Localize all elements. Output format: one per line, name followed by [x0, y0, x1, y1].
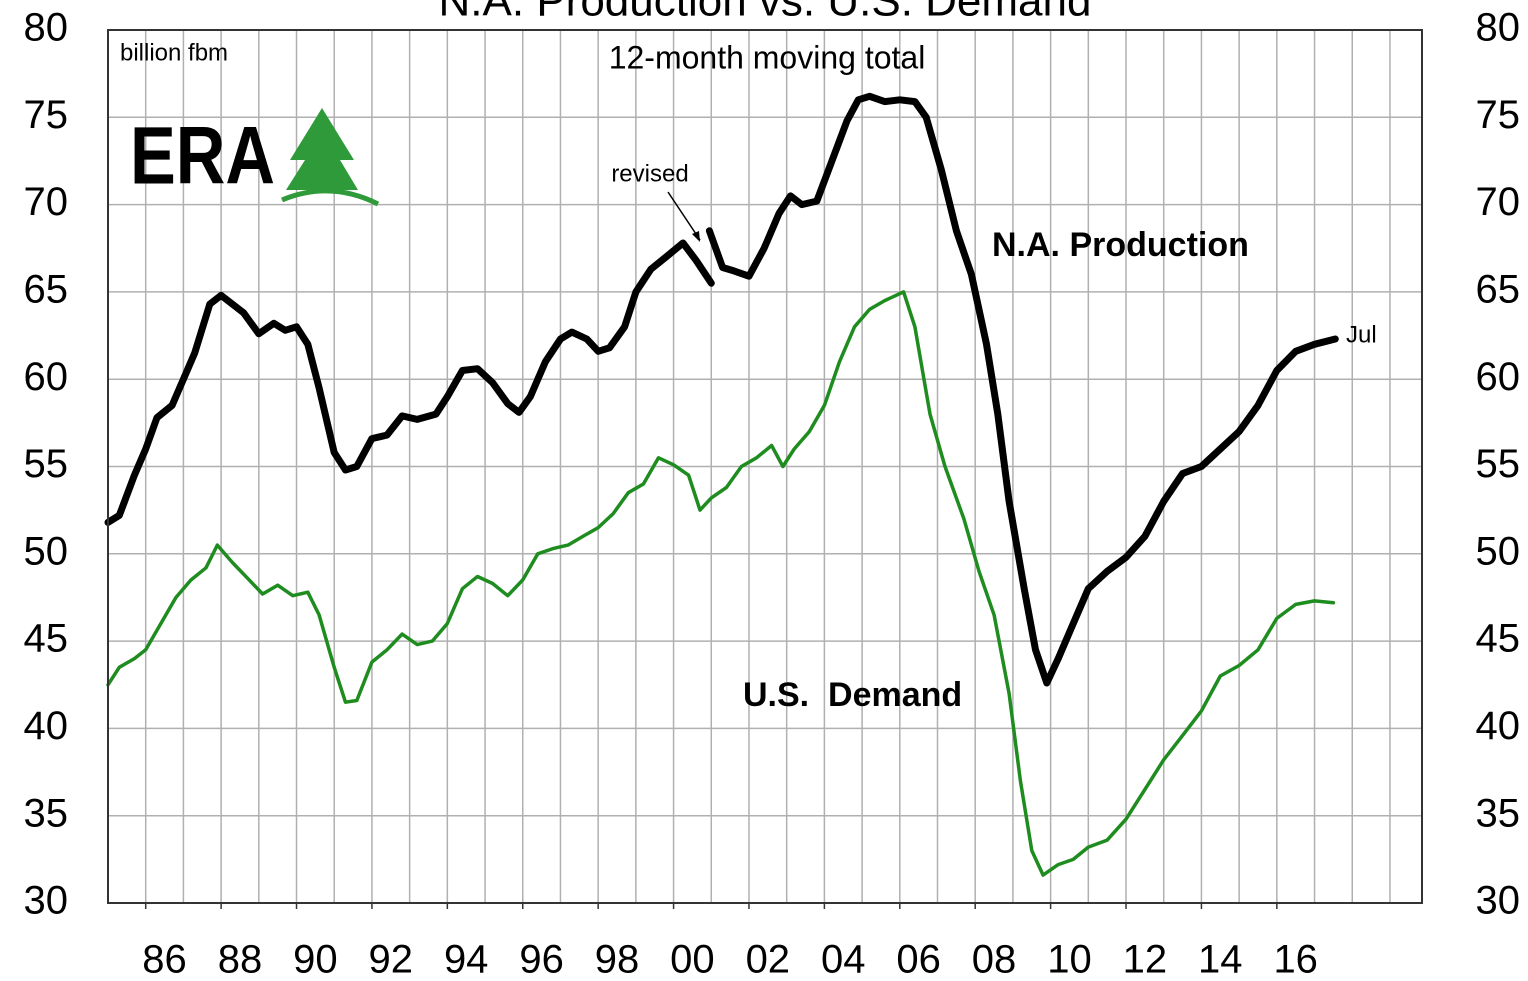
y-tick-label: 65	[24, 267, 69, 311]
chart-title: N.A. Production vs. U.S. Demand	[439, 0, 1092, 26]
y-tick-label: 80	[24, 6, 69, 50]
series-label: N.A. Production	[992, 226, 1249, 264]
annotation: revised	[611, 160, 688, 187]
x-tick-label: 10	[1047, 938, 1092, 981]
x-tick-label: 96	[519, 938, 564, 981]
x-tick-label: 06	[896, 938, 941, 981]
y-tick-label: 75	[24, 93, 69, 137]
x-tick-label: 94	[444, 938, 489, 981]
x-tick-label: 98	[595, 938, 640, 981]
logo-tree	[286, 108, 358, 190]
y2-tick-label: 80	[1476, 6, 1521, 50]
y-tick-label: 45	[24, 617, 69, 661]
x-tick-label: 92	[369, 938, 414, 981]
logo-text: ERA	[130, 111, 275, 202]
y-axis-label: billion fbm	[120, 39, 228, 66]
x-tick-label: 04	[821, 938, 866, 981]
logo: ERA	[130, 108, 380, 207]
annotation-arrow	[667, 191, 701, 241]
plot-frame	[107, 29, 1423, 904]
x-tick-label: 08	[972, 938, 1017, 981]
series-line	[106, 290, 1336, 877]
y2-tick-label: 45	[1476, 617, 1521, 661]
logo-swoosh	[281, 188, 380, 207]
annotation: Jul	[1346, 321, 1377, 348]
y-tick-label: 35	[24, 791, 69, 835]
x-tick-label: 02	[746, 938, 791, 981]
y2-tick-label: 65	[1476, 267, 1521, 311]
y-tick-label: 70	[24, 180, 69, 224]
y2-tick-label: 75	[1476, 93, 1521, 137]
y-tick-label: 60	[24, 355, 69, 399]
x-tick-label: 16	[1273, 938, 1318, 981]
y-tick-label: 40	[24, 704, 69, 748]
x-tick-label: 88	[218, 938, 263, 981]
y2-tick-label: 30	[1476, 879, 1521, 923]
y-tick-label: 30	[24, 879, 69, 923]
y2-tick-label: 50	[1476, 529, 1521, 573]
y2-tick-label: 40	[1476, 704, 1521, 748]
x-tick-label: 14	[1198, 938, 1243, 981]
y2-tick-label: 55	[1476, 442, 1521, 486]
x-tick-label: 12	[1123, 938, 1168, 981]
x-tick-label: 90	[293, 938, 338, 981]
y2-tick-label: 35	[1476, 791, 1521, 835]
series-label: U.S. Demand	[743, 676, 962, 714]
x-tick-label: 86	[142, 938, 187, 981]
y2-tick-label: 70	[1476, 180, 1521, 224]
lines	[104, 92, 1339, 877]
x-tick-label: 00	[670, 938, 715, 981]
y-tick-label: 55	[24, 442, 69, 486]
y2-tick-label: 60	[1476, 355, 1521, 399]
series-line	[104, 92, 1339, 687]
y-tick-label: 50	[24, 529, 69, 573]
annotation-arrowhead	[692, 231, 700, 242]
chart-subtitle: 12-month moving total	[609, 39, 926, 75]
